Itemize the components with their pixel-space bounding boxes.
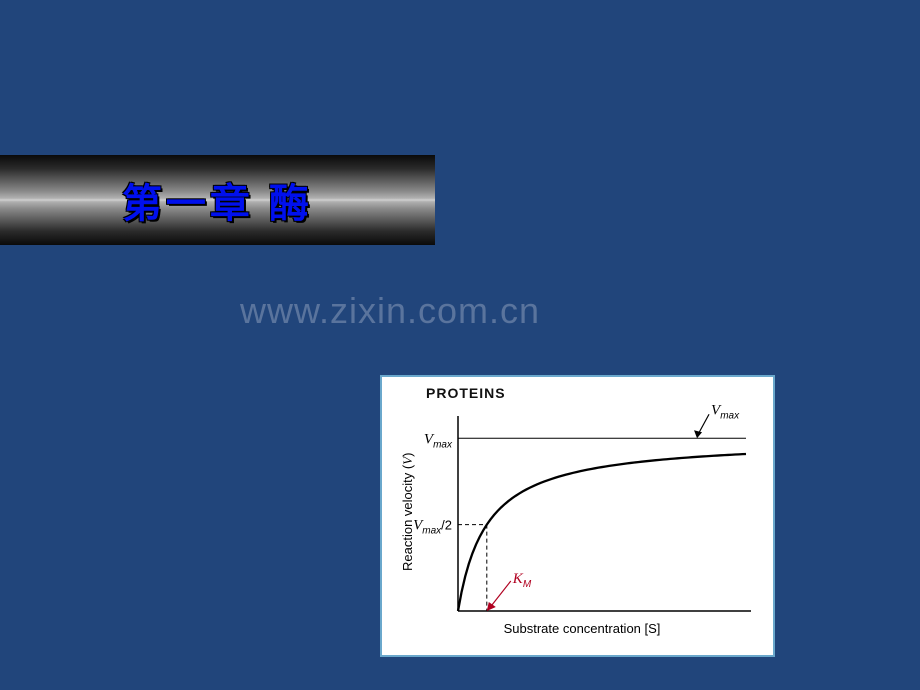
watermark-text: www.zixin.com.cn xyxy=(240,290,540,332)
kinetics-plot-svg: Vmax Vmax Vmax/2 KM Reaction velocity (V) Sub… xyxy=(396,403,761,643)
chart-header: PROTEINS xyxy=(426,385,759,401)
svg-text:Vmax/2: Vmax/2 xyxy=(413,518,452,537)
title-bar: 第一章 酶 xyxy=(0,155,435,245)
svg-text:Reaction velocity (V): Reaction velocity (V) xyxy=(400,452,415,571)
svg-text:Vmax: Vmax xyxy=(711,403,740,421)
svg-text:KM: KM xyxy=(512,571,532,590)
plot-area: Vmax Vmax Vmax/2 KM Reaction velocity (V) Sub… xyxy=(396,403,759,643)
svg-text:Substrate concentration [S]: Substrate concentration [S] xyxy=(504,621,661,636)
svg-text:Vmax: Vmax xyxy=(424,431,453,450)
enzyme-kinetics-chart: PROTEINS Vmax Vmax Vmax/2 KM Reaction veloci… xyxy=(380,375,775,657)
chapter-title: 第一章 酶 xyxy=(122,171,313,229)
